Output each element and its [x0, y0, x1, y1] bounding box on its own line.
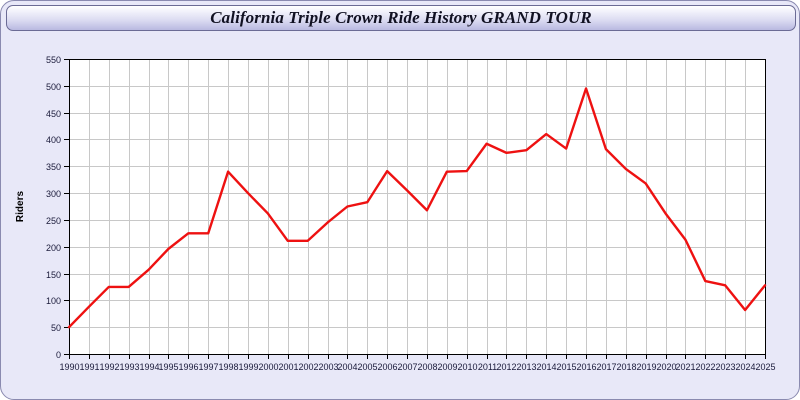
- y-tick-label: 0: [56, 350, 61, 360]
- chart-plot-area: 0 50 100 150 200 250 300 350 400 450 500 550 1990 19…: [1, 35, 799, 399]
- x-tick-label: 2010: [457, 362, 477, 372]
- y-tick-label: 250: [46, 216, 61, 226]
- x-tick-label: 1997: [198, 362, 218, 372]
- x-tick-label: 2004: [337, 362, 357, 372]
- x-tick-label: 1993: [119, 362, 139, 372]
- x-tick-label: 1994: [139, 362, 159, 372]
- y-axis-ticks: 0 50 100 150 200 250 300 350 400 450 500 550: [46, 55, 69, 360]
- x-tick-label: 2003: [318, 362, 338, 372]
- plot-frame: [69, 59, 766, 355]
- x-tick-label: 2001: [278, 362, 298, 372]
- x-tick-label: 2021: [675, 362, 695, 372]
- plot-background: [69, 59, 765, 354]
- y-tick-label: 150: [46, 270, 61, 280]
- x-tick-label: 2019: [636, 362, 656, 372]
- page-title: California Triple Crown Ride History GRA…: [210, 8, 592, 27]
- x-tick-label: 2007: [397, 362, 417, 372]
- x-tick-label: 2013: [516, 362, 536, 372]
- x-tick-label: 2006: [377, 362, 397, 372]
- x-tick-label: 2000: [258, 362, 278, 372]
- riders-series-line: [67, 87, 767, 329]
- x-tick-label: 2023: [715, 362, 735, 372]
- x-tick-label: 2020: [656, 362, 676, 372]
- x-tick-label: 2002: [298, 362, 318, 372]
- x-tick-label: 2014: [536, 362, 556, 372]
- title-bar: California Triple Crown Ride History GRA…: [6, 5, 796, 31]
- x-tick-label: 1991: [79, 362, 99, 372]
- x-tick-label: 2012: [496, 362, 516, 372]
- x-tick-label: 2022: [695, 362, 715, 372]
- x-tick-label: 2009: [437, 362, 457, 372]
- y-tick-label: 100: [46, 296, 61, 306]
- x-tick-label: 2017: [596, 362, 616, 372]
- x-tick-label: 2011: [478, 362, 497, 372]
- x-tick-label: 2015: [556, 362, 576, 372]
- x-tick-label: 1992: [99, 362, 119, 372]
- y-tick-label: 350: [46, 162, 61, 172]
- y-tick-label: 200: [46, 243, 61, 253]
- x-tick-label: 2008: [417, 362, 437, 372]
- x-tick-label: 1999: [238, 362, 258, 372]
- y-axis-title: Riders: [15, 191, 26, 223]
- y-tick-label: 500: [46, 82, 61, 92]
- x-tick-label: 1996: [178, 362, 198, 372]
- x-tick-label: 1990: [59, 362, 79, 372]
- x-tick-label: 2025: [755, 362, 775, 372]
- y-tick-label: 50: [51, 323, 61, 333]
- y-tick-label: 550: [46, 55, 61, 65]
- x-tick-label: 2016: [576, 362, 596, 372]
- y-tick-label: 400: [46, 135, 61, 145]
- x-tick-label: 1998: [218, 362, 238, 372]
- x-tick-label: 2005: [357, 362, 377, 372]
- x-tick-label: 2018: [616, 362, 636, 372]
- x-tick-label: 1995: [158, 362, 178, 372]
- y-tick-label: 450: [46, 109, 61, 119]
- y-tick-label: 300: [46, 189, 61, 199]
- x-tick-label: 2024: [735, 362, 755, 372]
